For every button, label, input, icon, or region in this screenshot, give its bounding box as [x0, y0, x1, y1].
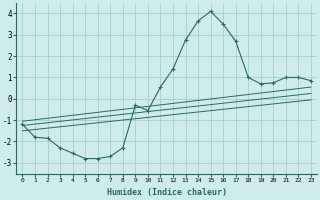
X-axis label: Humidex (Indice chaleur): Humidex (Indice chaleur) [107, 188, 227, 197]
